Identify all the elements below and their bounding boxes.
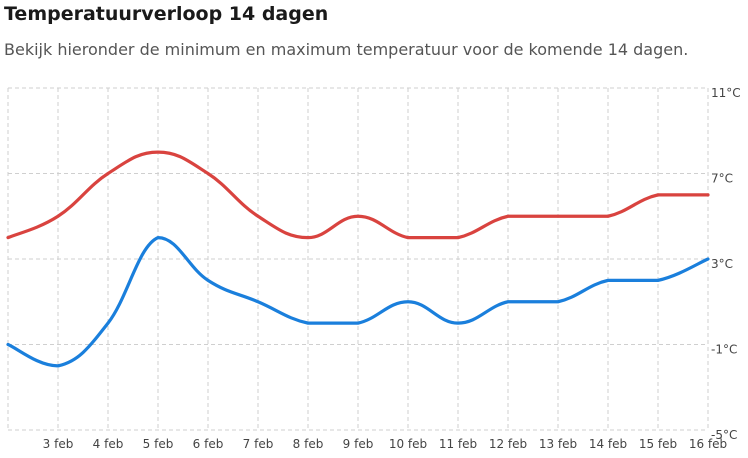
min-temperature-line [6, 236, 710, 368]
chart-title: Temperatuurverloop 14 dagen [4, 3, 329, 25]
x-tick-label: 5 feb [143, 437, 174, 451]
y-axis-ticks: 11°C 7°C 3°C -1°C -5°C [711, 86, 741, 442]
y-tick-label: -5°C [711, 428, 737, 442]
x-tick-label: 15 feb [639, 437, 677, 451]
x-tick-label: 13 feb [539, 437, 577, 451]
series-lines [6, 150, 710, 368]
y-tick-label: 7°C [711, 172, 733, 186]
y-tick-label: 3°C [711, 257, 733, 271]
chart-subtitle: Bekijk hieronder de minimum en maximum t… [4, 40, 689, 59]
y-tick-label: 11°C [711, 86, 741, 100]
x-tick-label: 11 feb [439, 437, 477, 451]
x-tick-label: 6 feb [193, 437, 224, 451]
x-tick-label: 10 feb [389, 437, 427, 451]
x-tick-label: 7 feb [243, 437, 274, 451]
y-tick-label: -1°C [711, 343, 737, 357]
x-tick-label: 4 feb [93, 437, 124, 451]
x-tick-label: 8 feb [293, 437, 324, 451]
x-tick-label: 3 feb [43, 437, 74, 451]
x-axis-ticks: 3 feb 4 feb 5 feb 6 feb 7 feb 8 feb 9 feb 10 fe… [43, 437, 728, 451]
x-tick-label: 9 feb [343, 437, 374, 451]
x-tick-label: 12 feb [489, 437, 527, 451]
x-tick-label: 16 feb [689, 437, 727, 451]
grid [7, 87, 709, 431]
x-tick-label: 14 feb [589, 437, 627, 451]
